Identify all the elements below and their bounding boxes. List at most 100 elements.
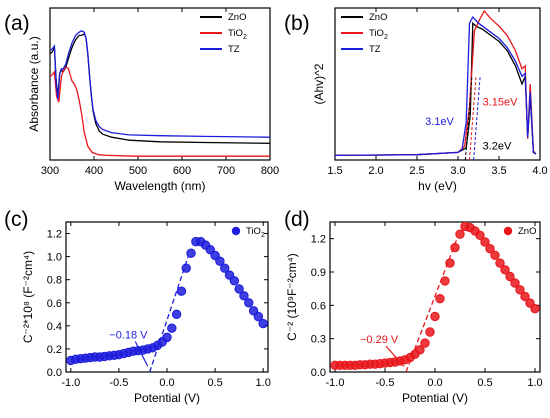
x-tick-label: 1.5 <box>327 165 342 177</box>
annotation-arrow <box>134 341 149 367</box>
y-tick-label: 0.6 <box>311 300 326 312</box>
x-tick-label: -0.5 <box>376 377 395 389</box>
data-point <box>239 291 249 301</box>
x-tick-label: 400 <box>85 165 103 177</box>
legend-label: TiO2 <box>228 28 247 41</box>
x-axis-label: Wavelength (nm) <box>115 179 206 193</box>
panel-a: (a) 300 400 500 600 700 800 Wavelength (nm) Abso… <box>4 7 279 193</box>
legend-label: ZnO <box>228 12 246 23</box>
y-tick-label: 0.0 <box>47 367 62 379</box>
series-line-TZ <box>334 15 537 157</box>
data-point <box>515 285 525 295</box>
plot-frame <box>65 221 269 373</box>
y-tick-label: 0.4 <box>47 321 62 333</box>
panel-label: (a) <box>4 12 30 35</box>
annotation-arrow <box>385 345 405 367</box>
data-point <box>171 309 182 320</box>
data-point <box>445 258 455 268</box>
data-point <box>186 248 196 258</box>
data-point <box>176 286 187 296</box>
legend-label: TiO2 <box>369 28 388 41</box>
data-point <box>229 276 240 286</box>
tangent-line <box>468 76 477 161</box>
annotation-label: 3.15eV <box>483 96 519 108</box>
x-tick-label: 4.0 <box>532 165 547 177</box>
annotation-label: −0.18 V <box>109 330 148 342</box>
y-tick-label: 0.3 <box>311 334 326 346</box>
x-tick-label: 3.5 <box>491 165 506 177</box>
y-tick-label: 0.0 <box>311 367 326 379</box>
data-point <box>510 278 520 288</box>
data-point <box>495 258 505 268</box>
data-point <box>505 271 515 282</box>
y-axis-label: (Ahv)^2 <box>312 63 326 104</box>
data-point <box>253 311 264 322</box>
x-tick-label: 0.5 <box>477 377 492 389</box>
data-point <box>475 230 485 241</box>
x-tick-label: -1.0 <box>61 377 80 389</box>
data-point <box>234 284 244 294</box>
data-point <box>485 243 495 254</box>
legend-label: TZ <box>369 44 381 55</box>
plot-frame <box>49 7 271 161</box>
legend-swatch <box>503 226 513 236</box>
x-tick-label: 2.5 <box>409 165 424 177</box>
series-line-ZnO <box>334 21 537 157</box>
legend-swatch <box>231 226 241 236</box>
legend-label-subscript: 2 <box>384 34 388 41</box>
panel-c: (c) -1.0 -0.5 0.0 0.5 1.0 0.0 0.2 0.4 0.6 0.8 1.0 1.… <box>4 208 271 405</box>
data-point <box>435 293 445 304</box>
data-point <box>415 345 425 355</box>
data-point <box>530 303 540 314</box>
x-tick-label: 800 <box>261 165 279 177</box>
data-point <box>244 298 254 308</box>
y-axis-label: C⁻²*10⁸ (F⁻²cm⁴) <box>21 251 35 343</box>
legend-label: TZ <box>228 44 240 55</box>
x-axis-label: hv (eV) <box>418 179 457 193</box>
y-tick-label: 0.9 <box>311 267 326 279</box>
data-point <box>425 327 435 337</box>
data-point <box>220 263 230 273</box>
y-tick-label: 0.6 <box>47 298 62 310</box>
x-tick-label: 0.0 <box>427 377 442 389</box>
data-point <box>258 318 268 329</box>
tangent-line <box>464 76 473 161</box>
y-tick-label: 1.0 <box>47 252 62 264</box>
x-axis-label: Potential (V) <box>402 391 468 405</box>
legend-label: TiO2 <box>246 226 265 239</box>
x-tick-label: 300 <box>41 165 59 177</box>
fit-line <box>149 256 189 373</box>
data-point <box>455 229 465 239</box>
data-point <box>480 237 490 247</box>
panel-label: (d) <box>284 208 310 231</box>
series-line-TiO2 <box>334 9 537 157</box>
x-tick-label: 2.0 <box>368 165 383 177</box>
y-axis-label: C⁻² (10⁹F⁻²cm⁴) <box>285 253 299 341</box>
x-tick-label: -1.0 <box>326 377 345 389</box>
data-point <box>167 323 177 333</box>
panel-d: (d) -1.0 -0.5 0.0 0.5 1.0 0.0 0.3 0.6 0.9 1.2 Poten… <box>284 208 543 405</box>
x-tick-label: 1.0 <box>527 377 542 389</box>
panel-b: (b) 1.5 2.0 2.5 3.0 3.5 4.0 hv (eV) (Ahv)^2 3.1eV… <box>284 7 548 193</box>
x-tick-label: 700 <box>217 165 235 177</box>
x-tick-label: 500 <box>129 165 147 177</box>
data-point <box>162 332 172 343</box>
annotation-label: −0.29 V <box>360 334 399 346</box>
series-line-TiO2 <box>49 66 270 157</box>
plot-frame <box>334 7 541 161</box>
legend-label-subscript: 2 <box>261 232 265 239</box>
x-tick-label: -0.5 <box>109 377 128 389</box>
y-tick-label: 1.2 <box>47 229 62 241</box>
data-point <box>430 311 440 322</box>
data-point <box>420 338 430 348</box>
x-axis-label: Potential (V) <box>134 391 200 405</box>
tangent-line <box>473 76 481 161</box>
y-axis-label: Absorbance (a.u.) <box>27 36 41 131</box>
series-line-TZ <box>49 30 271 138</box>
annotation-label: 3.1eV <box>425 116 454 128</box>
data-point <box>520 291 530 302</box>
data-point <box>490 250 500 261</box>
y-tick-label: 0.8 <box>47 275 62 287</box>
panel-label: (b) <box>284 12 310 35</box>
